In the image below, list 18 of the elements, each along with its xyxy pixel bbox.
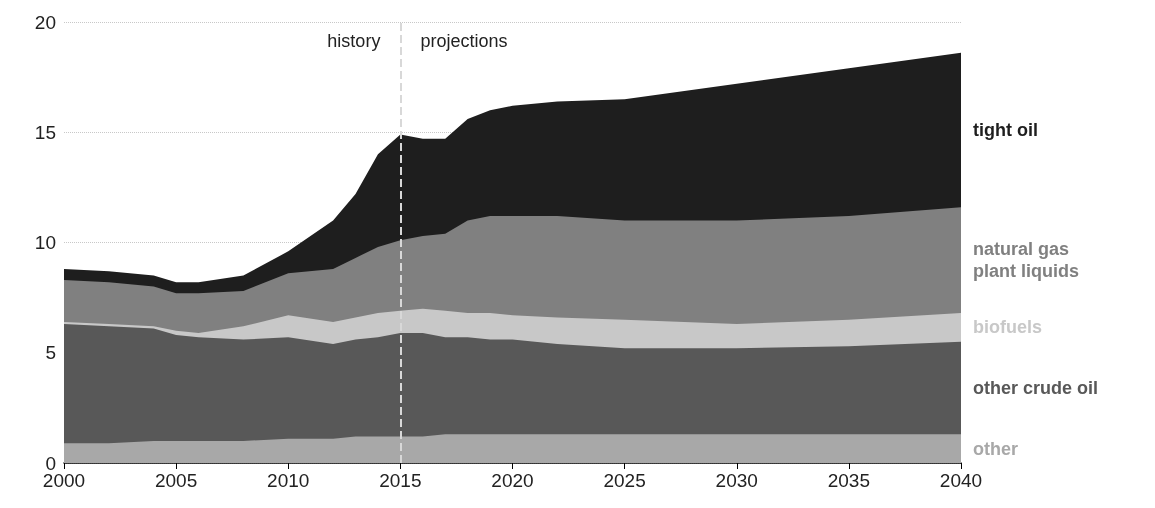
series-label: other crude oil — [973, 378, 1099, 399]
x-tick-label: 2005 — [154, 470, 198, 491]
series-label: tight oil — [973, 120, 1038, 141]
x-tick-label: 2040 — [939, 470, 983, 491]
x-tick-label: 2010 — [267, 470, 310, 491]
x-tick-label: 2030 — [715, 470, 758, 491]
x-tick-label: 2025 — [603, 470, 646, 491]
y-tick-label: 20 — [34, 11, 56, 33]
annotation: projections — [420, 31, 508, 51]
series-label: natural gas plant liquids — [973, 239, 1079, 282]
x-tick-label: 2020 — [491, 470, 534, 491]
annotation: history — [327, 31, 381, 51]
y-tick-label: 15 — [34, 121, 56, 143]
y-tick-label: 10 — [34, 232, 56, 253]
x-tick-label: 2035 — [827, 470, 871, 491]
series-label: other — [973, 438, 1018, 459]
x-tick-label: 2015 — [379, 470, 422, 491]
y-tick-label: 5 — [45, 342, 56, 364]
